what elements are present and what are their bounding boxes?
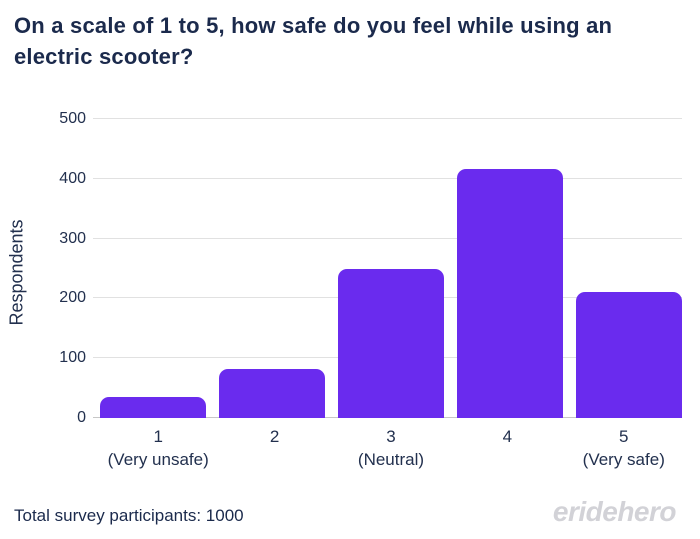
x-tick-sublabel: (Very unsafe) [107, 450, 209, 469]
gridline [93, 177, 682, 179]
bar-2 [219, 368, 325, 418]
bar-5 [576, 292, 682, 418]
x-axis-tick-labels: 1 (Very unsafe) 2 3 (Neutral) 4 5 (Very safe) [100, 427, 682, 470]
x-tick-sublabel: (Neutral) [357, 450, 425, 469]
bar-series [100, 119, 682, 418]
x-tick-label: 4 [502, 427, 513, 446]
y-tick-label: 0 [77, 409, 86, 426]
y-tick-label: 500 [59, 110, 86, 127]
x-tick-label: 3 [386, 427, 396, 446]
y-axis-tick-labels: 0 100 200 300 400 500 [0, 110, 86, 426]
gridline [93, 118, 682, 119]
y-tick-label: 200 [59, 289, 86, 307]
plot-area [93, 118, 682, 418]
bar-3 [338, 268, 444, 418]
bar-1 [100, 397, 206, 418]
x-tick-sublabel: (Very safe) [582, 450, 665, 469]
y-tick-label: 400 [59, 169, 86, 187]
y-tick-label: 300 [59, 229, 86, 247]
y-tick-label: 100 [59, 349, 86, 367]
x-tick-label: 1 [153, 427, 163, 446]
x-tick-label: 5 [619, 427, 629, 446]
gridline [93, 237, 682, 239]
total-participants-note: Total survey participants: 1000 [14, 506, 244, 525]
bar-4 [457, 168, 563, 418]
x-label-cell: 3 (Neutral) [333, 427, 449, 470]
chart-title: On a scale of 1 to 5, how safe do you fe… [14, 13, 613, 69]
x-label-cell: 1 (Very unsafe) [100, 427, 216, 470]
x-label-cell: 4 [449, 427, 565, 470]
brand-logo: eridehero [552, 496, 677, 527]
x-label-cell: 5 (Very safe) [566, 427, 682, 470]
x-tick-label: 2 [269, 427, 280, 446]
x-label-cell: 2 [216, 427, 332, 470]
